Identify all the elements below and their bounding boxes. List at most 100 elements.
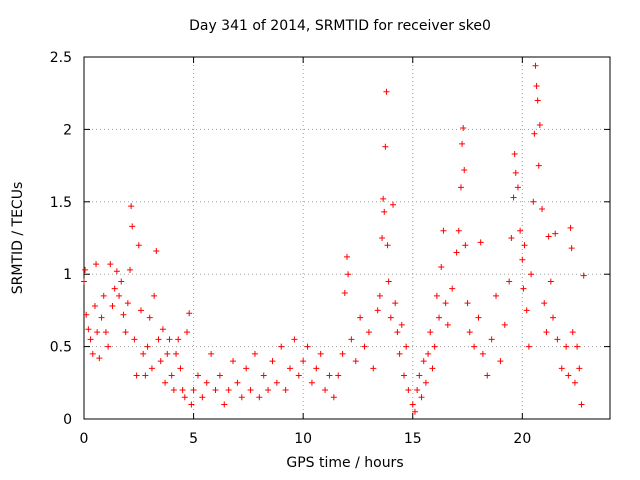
data-point	[122, 329, 129, 336]
data-point	[186, 310, 193, 317]
data-point	[374, 307, 381, 314]
data-point	[238, 394, 245, 401]
data-point	[345, 271, 352, 278]
data-point	[357, 314, 364, 321]
data-point	[128, 203, 135, 210]
x-tick-label: 15	[404, 431, 422, 447]
data-point	[530, 198, 537, 205]
data-point	[433, 292, 440, 299]
data-point	[444, 321, 451, 328]
data-point	[400, 372, 407, 379]
data-point	[382, 143, 389, 150]
data-point	[113, 268, 120, 275]
data-point	[179, 387, 186, 394]
y-axis-label: SRMTID / TECUs	[10, 181, 26, 295]
data-point	[120, 311, 127, 318]
x-tick-label: 5	[189, 431, 198, 447]
data-point	[392, 300, 399, 307]
data-point	[409, 401, 416, 408]
data-point	[580, 272, 587, 279]
data-point	[175, 336, 182, 343]
data-point	[471, 343, 478, 350]
data-point	[181, 394, 188, 401]
data-point	[442, 300, 449, 307]
data-point	[91, 303, 98, 310]
data-point	[514, 184, 521, 191]
data-point	[466, 329, 473, 336]
data-point	[539, 206, 546, 213]
data-point	[221, 401, 228, 408]
data-point	[124, 300, 131, 307]
data-point	[162, 379, 169, 386]
data-point	[278, 343, 285, 350]
data-point	[554, 336, 561, 343]
data-point	[184, 329, 191, 336]
data-point	[212, 387, 219, 394]
data-point	[576, 365, 583, 372]
data-point	[455, 227, 462, 234]
data-point	[98, 314, 105, 321]
data-point	[265, 387, 272, 394]
data-point	[81, 278, 87, 285]
data-point	[531, 130, 538, 137]
x-tick-label: 10	[294, 431, 312, 447]
data-point	[100, 292, 107, 299]
data-point	[291, 336, 298, 343]
data-point	[571, 379, 578, 386]
data-point	[533, 82, 540, 89]
data-point	[251, 350, 258, 357]
data-point	[116, 292, 123, 299]
data-point	[381, 208, 388, 215]
data-point	[510, 194, 517, 201]
data-point	[93, 261, 100, 268]
x-tick-label: 20	[513, 431, 531, 447]
data-point	[82, 266, 89, 273]
data-point	[440, 227, 447, 234]
data-point	[243, 365, 250, 372]
chart-title: Day 341 of 2014, SRMTID for receiver ske…	[189, 18, 491, 34]
data-point	[295, 372, 302, 379]
data-point	[339, 350, 346, 357]
data-point	[335, 372, 342, 379]
data-point	[216, 372, 223, 379]
data-point	[260, 372, 267, 379]
data-point	[383, 88, 390, 95]
data-point	[460, 124, 467, 131]
data-point	[416, 372, 423, 379]
data-point	[190, 387, 197, 394]
data-point	[488, 336, 495, 343]
data-point	[535, 162, 542, 169]
data-point	[506, 278, 513, 285]
data-point	[461, 166, 468, 173]
data-point	[83, 311, 90, 318]
data-point	[574, 343, 581, 350]
data-point	[157, 358, 164, 365]
data-point	[188, 401, 195, 408]
data-point	[517, 227, 524, 234]
data-point	[477, 239, 484, 246]
data-point	[425, 350, 432, 357]
data-point	[420, 358, 427, 365]
data-point	[111, 285, 118, 292]
data-point	[85, 326, 92, 333]
data-point	[370, 365, 377, 372]
data-point	[543, 329, 550, 336]
data-point	[151, 292, 158, 299]
data-point	[133, 372, 140, 379]
y-tick-label: 1.5	[50, 195, 72, 211]
data-point	[385, 278, 392, 285]
data-point	[578, 401, 585, 408]
data-point	[352, 358, 359, 365]
data-point	[166, 336, 173, 343]
y-tick-label: 1	[63, 267, 72, 283]
data-point	[326, 372, 333, 379]
data-point	[199, 394, 206, 401]
data-point	[144, 343, 151, 350]
data-point	[422, 379, 429, 386]
data-point	[431, 343, 438, 350]
data-point	[475, 314, 482, 321]
data-point	[484, 372, 491, 379]
data-point	[536, 122, 543, 129]
data-point	[247, 387, 254, 394]
